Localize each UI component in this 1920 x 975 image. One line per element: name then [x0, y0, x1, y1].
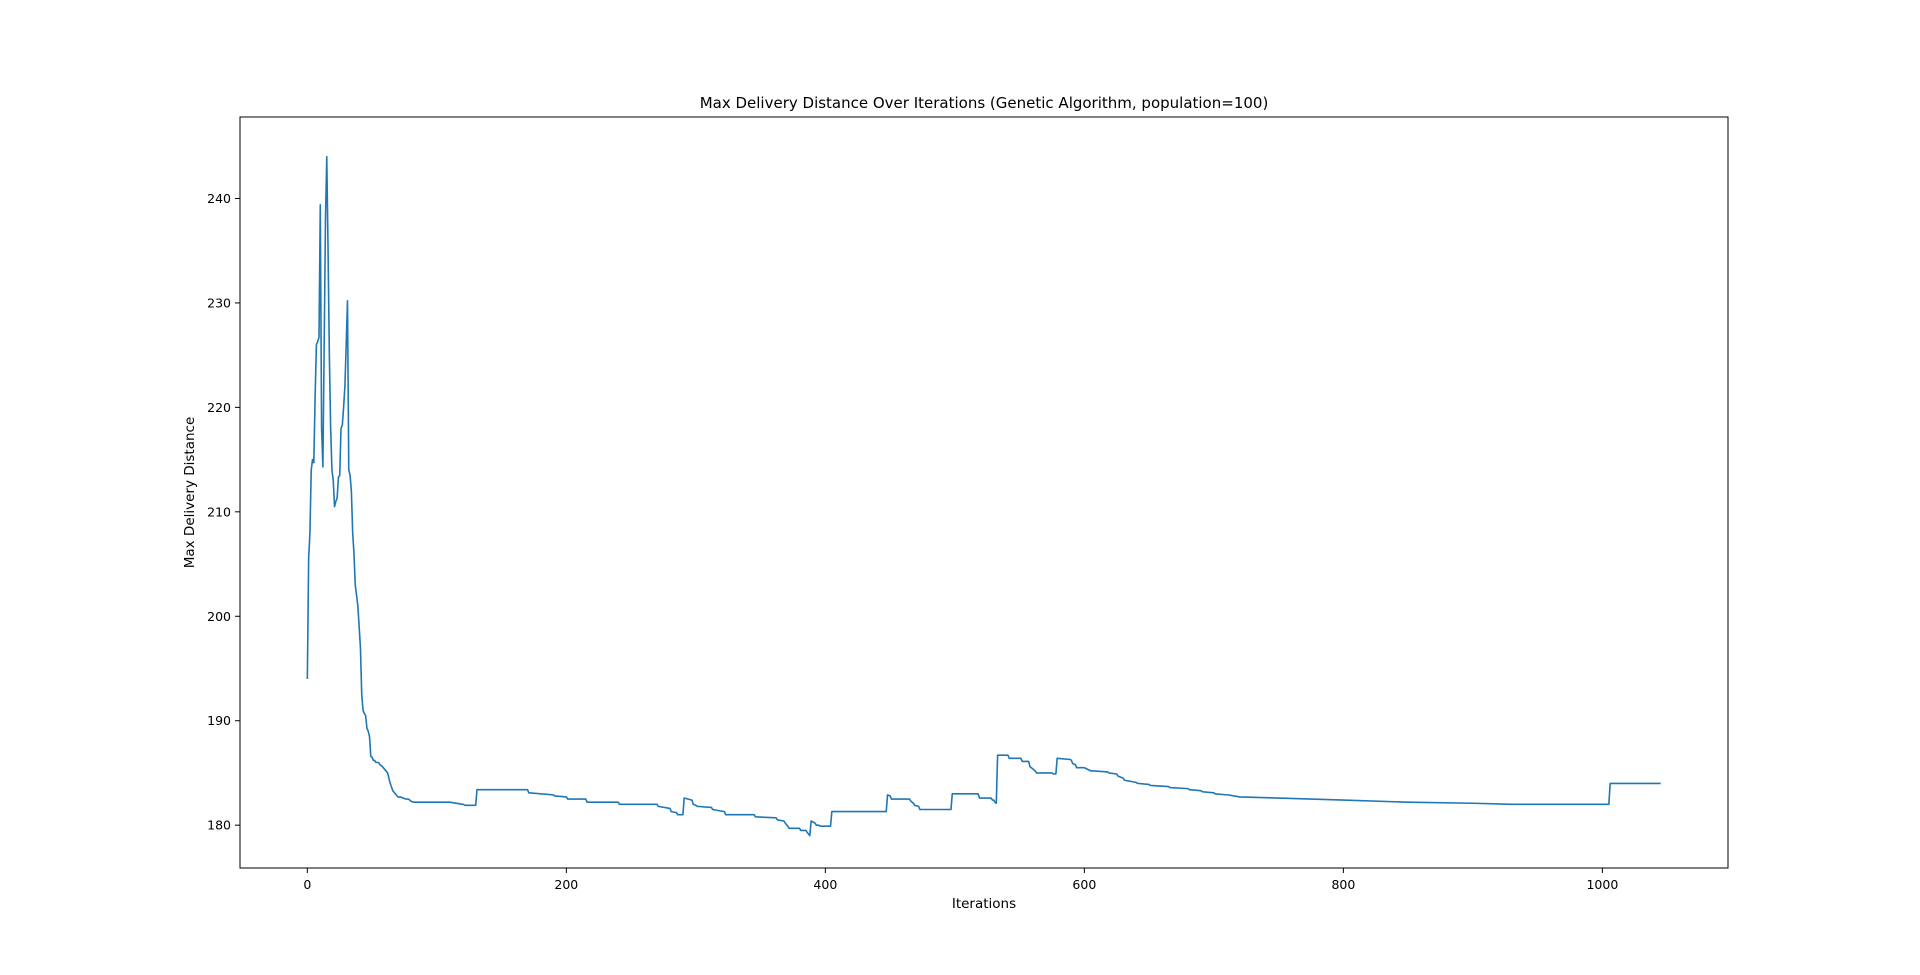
x-tick-label: 0 — [303, 877, 311, 892]
y-tick-label: 180 — [207, 818, 231, 833]
y-tick-label: 200 — [207, 609, 231, 624]
x-tick-label: 600 — [1072, 877, 1096, 892]
y-tick-label: 220 — [207, 400, 231, 415]
x-tick-label: 1000 — [1586, 877, 1618, 892]
series-line — [306, 155, 1661, 837]
x-axis-ticks: 0 200 400 600 800 1000 — [303, 868, 1618, 892]
y-tick-label: 230 — [207, 295, 231, 310]
y-axis-label: Max Delivery Distance — [182, 417, 198, 569]
chart-title: Max Delivery Distance Over Iterations (G… — [700, 94, 1269, 112]
x-tick-label: 200 — [554, 877, 578, 892]
x-axis-label: Iterations — [952, 896, 1016, 912]
x-tick-label: 800 — [1331, 877, 1355, 892]
plot-frame — [239, 116, 1729, 869]
y-tick-label: 240 — [207, 191, 231, 206]
y-tick-label: 190 — [207, 713, 231, 728]
y-tick-label: 210 — [207, 504, 231, 519]
series-layer — [306, 155, 1661, 837]
plot-area — [240, 117, 1728, 868]
x-tick-label: 400 — [813, 877, 837, 892]
y-axis-ticks: 180 190 200 210 220 230 240 — [207, 191, 240, 833]
